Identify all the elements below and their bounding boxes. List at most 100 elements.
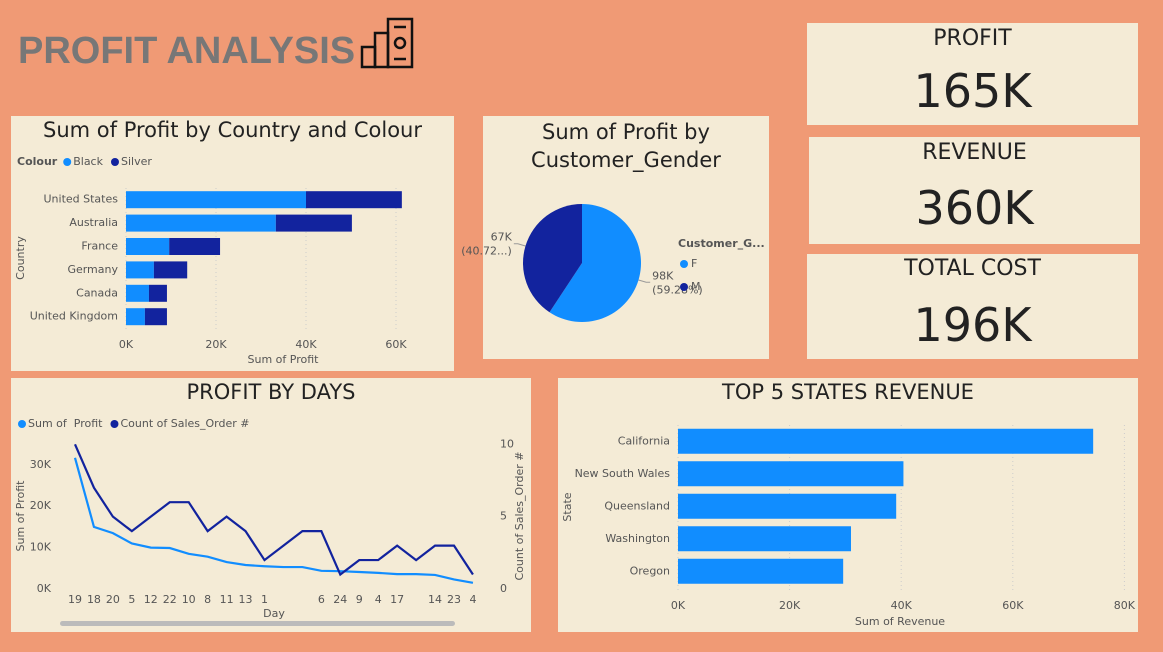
y-tick-label: 20K [30,499,52,512]
y-tick-label: 0K [37,582,52,595]
y-tick-label: France [81,240,118,253]
y-tick-label: Washington [605,532,670,545]
x-tick-label: 6 [318,593,325,606]
x-axis-label: Sum of Revenue [855,615,945,628]
header-icon [360,17,414,69]
legend-label: F [691,257,697,270]
page-title: PROFIT ANALYSIS [18,30,356,72]
bar [126,284,149,302]
x-tick-label: 60K [1002,599,1024,612]
x-tick-label: 80K [1114,599,1136,612]
x-tick-label: 11 [220,593,234,606]
x-tick-label: 0K [671,599,686,612]
x-tick-label: 17 [390,593,404,606]
x-tick-label: 1 [261,593,268,606]
legend-title: Colour [17,155,58,168]
x-tick-label: 8 [204,593,211,606]
x-tick-label: 0K [119,338,134,351]
bar [153,261,188,279]
kpi-card [807,23,1138,125]
x-tick-label: 12 [144,593,158,606]
line [73,443,474,577]
data-label: 98K [652,269,674,282]
leader-line [513,243,526,247]
x-tick-label: 4 [469,593,476,606]
legend-marker [18,420,26,428]
y2-tick-label: 5 [500,510,507,523]
bar [275,214,352,232]
y2-axis-label: Count of Sales_Order # [513,451,526,580]
x-tick-label: 20K [779,599,801,612]
bar [678,428,1094,454]
pie-slice [522,204,582,313]
kpi-value: 165K [913,64,1032,118]
bar [169,238,221,255]
legend-title: Customer_G... [678,237,765,250]
leader-line [638,279,651,283]
x-tick-label: 23 [447,593,461,606]
x-tick-label: 60K [385,338,407,351]
legend-marker [680,283,688,291]
x-tick-label: 24 [333,593,347,606]
chart-title: Sum of Profit by Customer_Gender [531,120,721,172]
bar [126,191,306,209]
legend-label: Silver [121,155,152,168]
bar [678,493,897,519]
x-tick-label: 20 [106,593,120,606]
x-tick-label: 14 [428,593,442,606]
bar [126,238,170,255]
bar [678,526,851,552]
x-tick-label: 22 [163,593,177,606]
bar [306,191,402,209]
y-tick-label: Germany [67,263,118,276]
bar [144,308,167,326]
legend-marker [63,158,72,166]
x-tick-label: 18 [87,593,101,606]
y-tick-label: United States [44,193,119,206]
legend-label: M [691,280,701,293]
bar [126,261,154,279]
chart-panel [11,378,531,632]
x-tick-label: 5 [128,593,135,606]
x-tick-label: 10 [182,593,196,606]
pie-slice [549,204,641,322]
legend-marker [110,158,119,166]
x-axis-label: Sum of Profit [248,353,320,366]
x-tick-label: 4 [375,593,382,606]
legend-marker [110,420,119,428]
y-tick-label: 30K [30,458,52,471]
y2-tick-label: 0 [500,582,507,595]
x-tick-label: 20K [205,338,227,351]
kpi-label: PROFIT [933,26,1012,51]
line [73,457,474,584]
legend-label: Count of Sales_Order # [120,417,249,430]
x-tick-label: 40K [891,599,913,612]
y-axis-label: Country [14,236,27,280]
data-label: (59.28%) [652,283,703,296]
bar [678,461,904,487]
y-tick-label: New South Wales [575,467,671,480]
y-tick-label: United Kingdom [30,310,118,323]
y-tick-label: 10K [30,541,52,554]
kpi-card [807,254,1138,359]
chart-title: Sum of Profit by Country and Colour [43,118,422,142]
x-tick-label: 40K [295,338,317,351]
bar [126,308,145,326]
chart-title: PROFIT BY DAYS [186,380,356,404]
y-tick-label: California [618,434,670,447]
legend-label: Sum of Profit [28,417,103,430]
y-tick-label: Australia [69,216,118,229]
x-axis-label: Day [263,607,285,620]
legend-marker [680,260,688,268]
y-tick-label: Oregon [630,564,670,577]
bar [678,558,844,584]
kpi-value: 196K [913,298,1032,352]
x-tick-label: 13 [239,593,253,606]
chart-title: TOP 5 STATES REVENUE [722,380,974,404]
y-tick-label: Canada [76,286,118,299]
x-tick-label: 19 [68,593,82,606]
x-tick-label: 9 [356,593,363,606]
y-tick-label: Queensland [604,499,670,512]
kpi-label: TOTAL COST [904,256,1041,281]
